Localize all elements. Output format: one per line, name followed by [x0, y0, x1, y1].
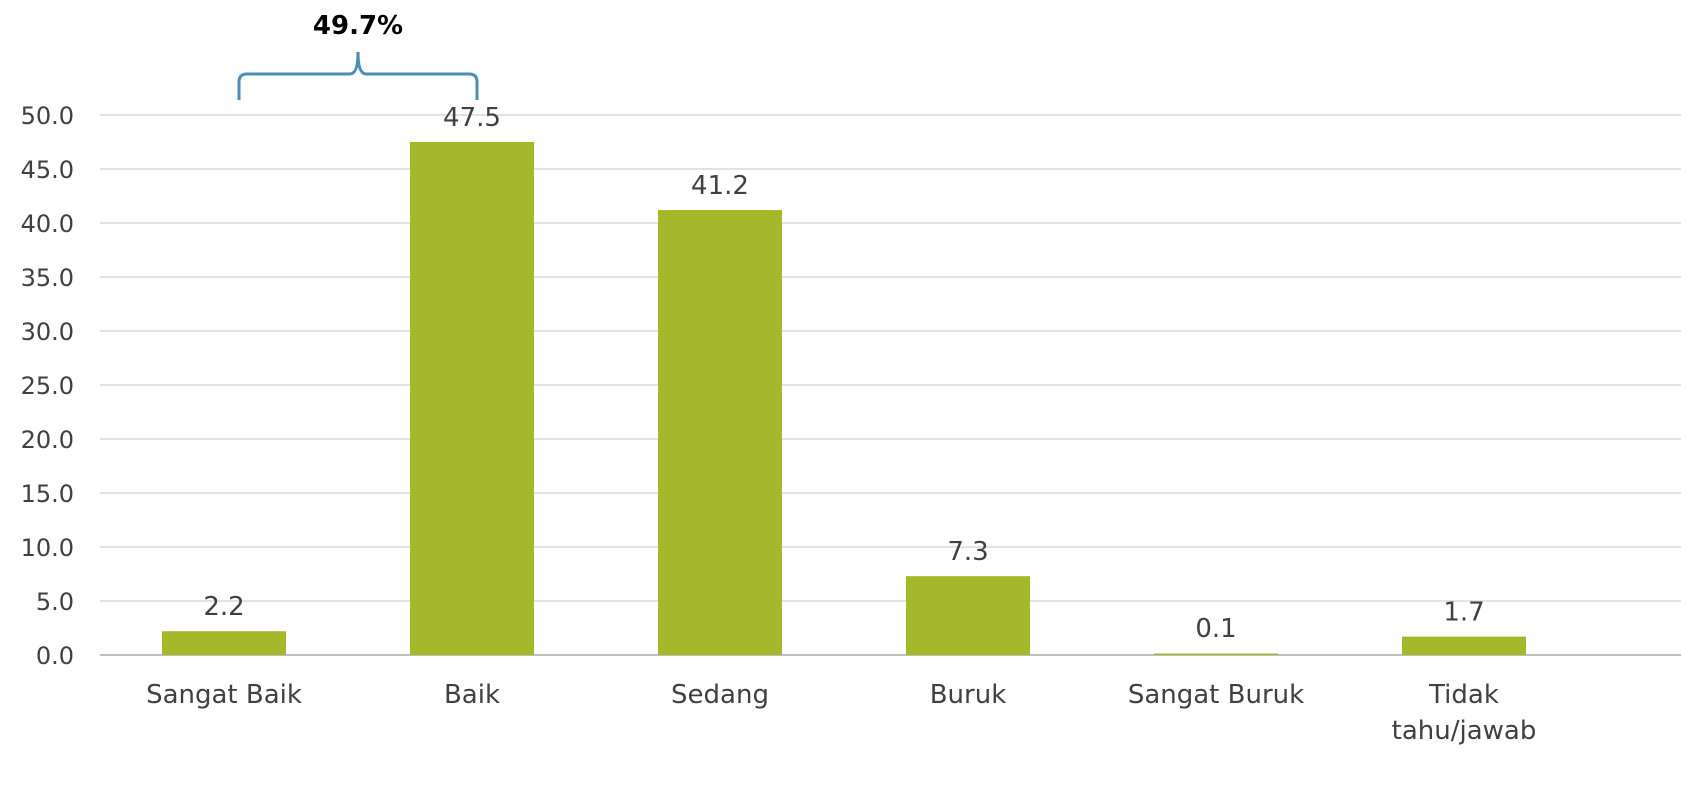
x-category-label: Baik [444, 680, 500, 710]
y-tick-label: 10.0 [21, 534, 74, 562]
annotation: 49.7% [237, 11, 479, 100]
y-tick-label: 0.0 [36, 642, 74, 670]
y-tick-label: 5.0 [36, 588, 74, 616]
y-tick-label: 50.0 [21, 102, 74, 130]
annotation-bracket [237, 51, 479, 100]
bar-tidak-tahu-jawab [1402, 636, 1526, 655]
data-label: 41.2 [691, 171, 749, 201]
y-tick-label: 25.0 [21, 372, 74, 400]
data-label: 1.7 [1443, 598, 1484, 628]
bar-baik [410, 142, 534, 655]
y-tick-label: 15.0 [21, 480, 74, 508]
x-category-label: Sedang [671, 680, 769, 710]
x-category-label: Tidak tahu/jawab [1392, 680, 1537, 746]
gridlines [100, 114, 1681, 656]
x-axis-category-labels: Sangat Baik Baik Sedang Buruk Sangat Buruk Ti… [146, 680, 1536, 746]
data-label: 7.3 [947, 537, 988, 567]
x-category-label: Sangat Baik [146, 680, 302, 710]
bar-sangat-buruk [1154, 653, 1278, 655]
bars [162, 142, 1526, 656]
data-labels: 2.2 47.5 41.2 7.3 0.1 1.7 [203, 103, 1484, 644]
data-label: 2.2 [203, 592, 244, 622]
y-tick-label: 40.0 [21, 210, 74, 238]
bar-sangat-baik [162, 631, 286, 655]
y-axis-tick-labels: 0.0 5.0 10.0 15.0 20.0 25.0 30.0 35.0 40.0 45.0 50… [21, 102, 74, 670]
y-tick-label: 20.0 [21, 426, 74, 454]
bar-buruk [906, 576, 1030, 655]
bar-sedang [658, 210, 782, 656]
y-tick-label: 30.0 [21, 318, 74, 346]
y-tick-label: 45.0 [21, 156, 74, 184]
y-tick-label: 35.0 [21, 264, 74, 292]
data-label: 47.5 [443, 103, 501, 133]
x-category-label: Buruk [930, 680, 1007, 710]
annotation-label: 49.7% [313, 11, 403, 41]
x-category-label: Sangat Buruk [1128, 680, 1304, 710]
data-label: 0.1 [1195, 614, 1236, 644]
